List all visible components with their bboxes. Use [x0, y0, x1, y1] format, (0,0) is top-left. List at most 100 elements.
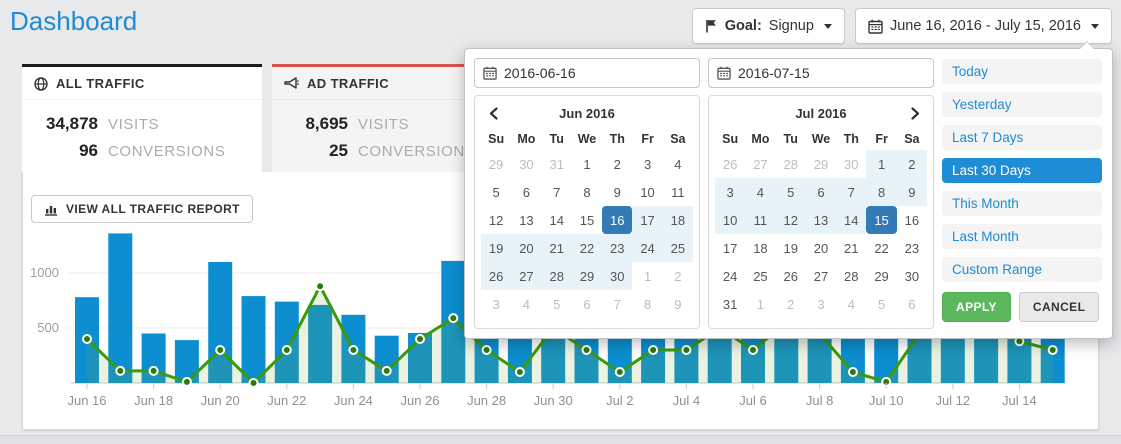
calendar-day[interactable]: 21	[541, 234, 572, 262]
calendar-day[interactable]: 29	[874, 268, 889, 284]
calendar-day[interactable]: 1	[866, 150, 897, 178]
calendar-day[interactable]: 24	[632, 234, 663, 262]
calendar-day[interactable]: 22	[874, 240, 889, 256]
date-range-dropdown[interactable]: June 16, 2016 - July 15, 2016	[854, 8, 1112, 44]
calendar-day[interactable]: 12	[775, 206, 806, 234]
calendar-day[interactable]: 6	[522, 184, 531, 200]
end-date-input[interactable]	[738, 65, 925, 81]
calendar-day[interactable]: 15	[579, 212, 595, 228]
calendar-day[interactable]: 7	[613, 296, 621, 312]
all-traffic-card[interactable]: ALL TRAFFIC 34,878 VISITS 96 CONVERSIONS	[22, 64, 262, 172]
calendar-day[interactable]: 9	[613, 184, 621, 200]
calendar-day[interactable]: 15	[866, 206, 897, 234]
calendar-day[interactable]: 29	[813, 156, 829, 172]
calendar-day[interactable]: 1	[583, 156, 591, 172]
calendar-day[interactable]: 28	[541, 262, 572, 290]
calendar-day[interactable]: 17	[722, 240, 738, 256]
calendar-day[interactable]: 9	[674, 296, 682, 312]
calendar-day[interactable]: 19	[481, 234, 512, 262]
calendar-day[interactable]: 26	[783, 268, 798, 284]
calendar-day[interactable]: 19	[783, 240, 798, 256]
calendar-day[interactable]: 31	[722, 296, 738, 312]
calendar-day[interactable]: 29	[571, 262, 603, 290]
calendar-day[interactable]: 3	[715, 178, 746, 206]
calendar-day[interactable]: 6	[805, 178, 837, 206]
calendar-day[interactable]: 30	[519, 156, 534, 172]
calendar-day[interactable]: 11	[671, 184, 685, 200]
calendar-day[interactable]: 7	[836, 178, 867, 206]
apply-button[interactable]: APPLY	[942, 292, 1011, 322]
calendar-day[interactable]: 29	[488, 156, 504, 172]
calendar-day[interactable]: 14	[836, 206, 867, 234]
cancel-button[interactable]: CANCEL	[1018, 292, 1100, 322]
calendar-day[interactable]: 10	[715, 206, 746, 234]
calendar-day[interactable]: 11	[745, 206, 776, 234]
calendar-day[interactable]: 4	[674, 156, 682, 172]
calendar-day[interactable]: 25	[662, 234, 693, 262]
calendar-day[interactable]: 21	[844, 240, 859, 256]
calendar-day[interactable]: 30	[904, 268, 920, 284]
calendar-day[interactable]: 8	[643, 296, 652, 312]
calendar-day[interactable]: 25	[753, 268, 768, 284]
calendar-day[interactable]: 20	[511, 234, 542, 262]
range-option-last-month[interactable]: Last Month	[942, 224, 1102, 249]
calendar-day[interactable]: 5	[553, 296, 561, 312]
calendar-day[interactable]: 27	[511, 262, 542, 290]
calendar-day[interactable]: 5	[492, 184, 500, 200]
calendar-day[interactable]: 6	[583, 296, 591, 312]
calendar-day[interactable]: 3	[643, 156, 652, 172]
range-option-this-month[interactable]: This Month	[942, 191, 1102, 216]
calendar-day[interactable]: 20	[813, 240, 829, 256]
calendar-day[interactable]: 12	[488, 212, 504, 228]
calendar-day[interactable]: 8	[866, 178, 897, 206]
calendar-day[interactable]: 30	[602, 262, 633, 290]
calendar-day[interactable]: 18	[753, 240, 768, 256]
calendar-day[interactable]: 2	[613, 156, 621, 172]
calendar-day[interactable]: 28	[783, 156, 798, 172]
calendar-day[interactable]: 22	[571, 234, 603, 262]
calendar-day[interactable]: 9	[896, 178, 927, 206]
calendar-day[interactable]: 2	[674, 268, 682, 284]
calendar-day[interactable]: 5	[775, 178, 806, 206]
calendar-day[interactable]: 7	[553, 184, 561, 200]
calendar-day[interactable]: 2	[896, 150, 927, 178]
calendar-day[interactable]: 18	[662, 206, 693, 234]
calendar-day[interactable]: 26	[722, 156, 738, 172]
calendar-day[interactable]: 16	[904, 212, 920, 228]
calendar-day[interactable]: 27	[813, 268, 829, 284]
start-date-input[interactable]	[504, 65, 691, 81]
calendar-day[interactable]: 13	[519, 212, 534, 228]
prev-month-button[interactable]	[483, 103, 503, 123]
calendar-day[interactable]: 10	[640, 184, 655, 200]
range-option-last-7-days[interactable]: Last 7 Days	[942, 125, 1102, 150]
calendar-day[interactable]: 28	[844, 268, 859, 284]
calendar-day[interactable]: 4	[847, 296, 855, 312]
calendar-day[interactable]: 1	[756, 296, 765, 312]
calendar-day[interactable]: 2	[787, 296, 795, 312]
view-all-traffic-report-button[interactable]: VIEW ALL TRAFFIC REPORT	[31, 195, 253, 223]
calendar-day[interactable]: 17	[632, 206, 663, 234]
next-month-button[interactable]	[905, 103, 925, 123]
calendar-day[interactable]: 16	[602, 206, 633, 234]
range-option-custom-range[interactable]: Custom Range	[942, 257, 1102, 282]
calendar-day[interactable]: 13	[805, 206, 837, 234]
calendar-day[interactable]: 1	[643, 268, 652, 284]
calendar-day[interactable]: 3	[817, 296, 825, 312]
range-option-today[interactable]: Today	[942, 59, 1102, 84]
calendar-day[interactable]: 3	[492, 296, 500, 312]
calendar-day[interactable]: 5	[877, 296, 886, 312]
range-option-yesterday[interactable]: Yesterday	[942, 92, 1102, 117]
goal-dropdown[interactable]: Goal: Signup	[691, 8, 845, 44]
calendar-day[interactable]: 23	[602, 234, 633, 262]
calendar-day[interactable]: 4	[745, 178, 776, 206]
calendar-day[interactable]: 30	[844, 156, 859, 172]
calendar-day[interactable]: 23	[904, 240, 920, 256]
calendar-day[interactable]: 31	[549, 156, 564, 172]
calendar-day[interactable]: 26	[481, 262, 512, 290]
calendar-day[interactable]: 8	[583, 184, 591, 200]
calendar-day[interactable]: 4	[522, 296, 531, 312]
calendar-day[interactable]: 14	[549, 212, 564, 228]
calendar-day[interactable]: 6	[908, 296, 916, 312]
calendar-day[interactable]: 27	[753, 156, 768, 172]
calendar-day[interactable]: 24	[722, 268, 738, 284]
